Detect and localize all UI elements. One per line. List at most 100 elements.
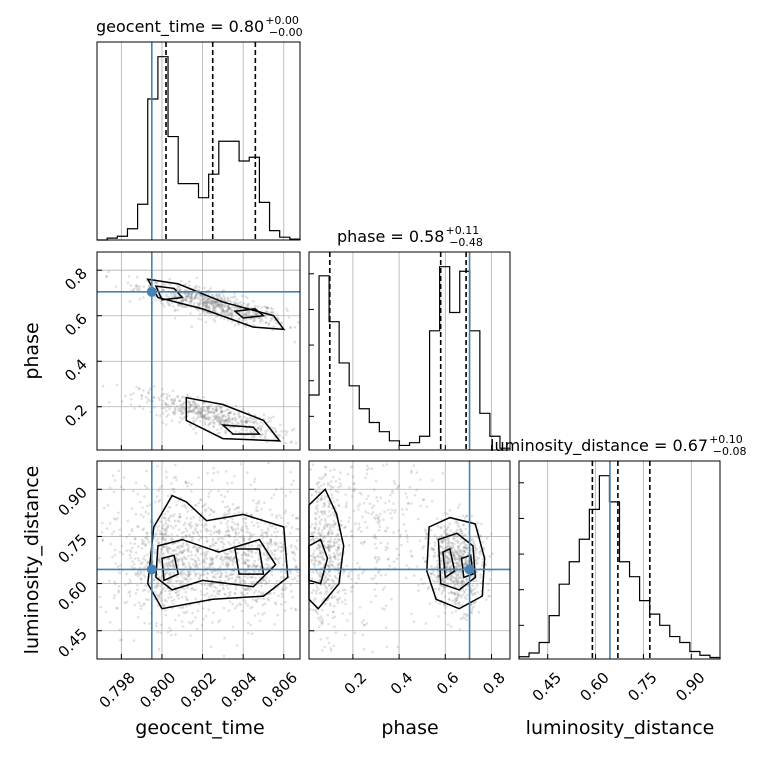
sample-point [164,562,167,566]
sample-point [242,319,246,322]
sample-point [226,530,229,533]
sample-point [233,535,236,539]
sample-point [161,393,164,396]
sample-point [314,609,317,612]
sample-point [226,555,230,559]
sample-point [190,535,193,539]
sample-point [206,529,210,532]
sample-point [224,431,228,434]
sample-point [237,575,241,579]
sample-point [326,522,330,526]
sample-point [257,558,261,561]
sample-point [101,539,104,542]
sample-point [396,645,400,649]
sample-point [259,320,262,324]
sample-point [188,535,191,538]
sample-point [197,285,201,289]
sample-point [219,579,222,582]
sample-point [316,543,320,547]
sample-point [226,418,229,422]
sample-point [118,528,122,531]
sample-point [139,562,143,566]
sample-point [201,310,205,314]
sample-point [266,428,270,432]
sample-point [327,531,330,534]
sample-point [187,546,191,549]
sample-point [189,587,193,591]
sample-point [212,466,215,470]
sample-point [218,574,222,578]
sample-point [488,555,492,558]
sample-point [397,529,401,532]
sample-point [221,309,225,313]
sample-point [289,490,292,494]
sample-point [230,573,234,576]
sample-point [219,421,222,424]
sample-point [204,297,208,300]
sample-point [405,496,409,499]
sample-point [211,557,214,561]
sample-point [237,413,240,416]
sample-point [333,555,336,559]
sample-point [225,470,228,473]
sample-point [293,553,297,556]
sample-point [178,399,182,403]
sample-point [167,557,171,560]
sample-point [210,593,214,597]
sample-point [290,428,294,432]
sample-point [119,485,123,489]
sample-point [161,412,165,415]
sample-point [203,416,206,420]
sample-point [247,553,250,556]
sample-point [317,588,320,591]
sample-point [239,419,243,423]
sample-point [254,589,258,593]
sample-point [264,314,268,318]
sample-point [222,294,225,298]
sample-point [214,416,218,419]
sample-point [247,550,251,553]
sample-point [203,417,206,421]
sample-point [170,578,173,581]
sample-point [133,557,137,561]
sample-point [233,475,236,478]
sample-point [203,286,206,290]
sample-point [206,405,209,409]
sample-point [281,436,285,440]
sample-point [315,507,319,511]
sample-point [387,499,391,503]
sample-point [133,562,136,566]
sample-point [350,534,353,538]
sample-point [184,595,188,599]
sample-point [211,561,215,565]
sample-point [229,425,232,429]
sample-point [196,609,200,613]
sample-point [224,431,227,435]
sample-point [187,292,190,296]
sample-point [336,577,339,580]
sample-point [225,557,229,561]
sample-point [283,584,286,587]
sample-point [259,565,262,568]
sample-point [322,505,325,509]
sample-point [271,308,274,311]
sample-point [236,551,240,555]
sample-point [137,387,141,390]
panel-phase-vs-geocent-time [96,251,301,451]
sample-point [211,301,215,304]
sample-point [231,602,234,606]
sample-point [209,416,212,420]
sample-point [323,583,326,587]
sample-point [317,528,320,532]
sample-point [322,558,326,561]
frame-phase-geocent-time [96,251,301,451]
sample-point [425,536,428,540]
sample-point [183,572,186,575]
sample-point [332,541,336,545]
sample-point [296,570,299,574]
sample-point [281,588,285,592]
sample-point [215,305,218,309]
sample-point [206,572,210,575]
sample-point [186,543,190,547]
sample-point [164,522,167,525]
